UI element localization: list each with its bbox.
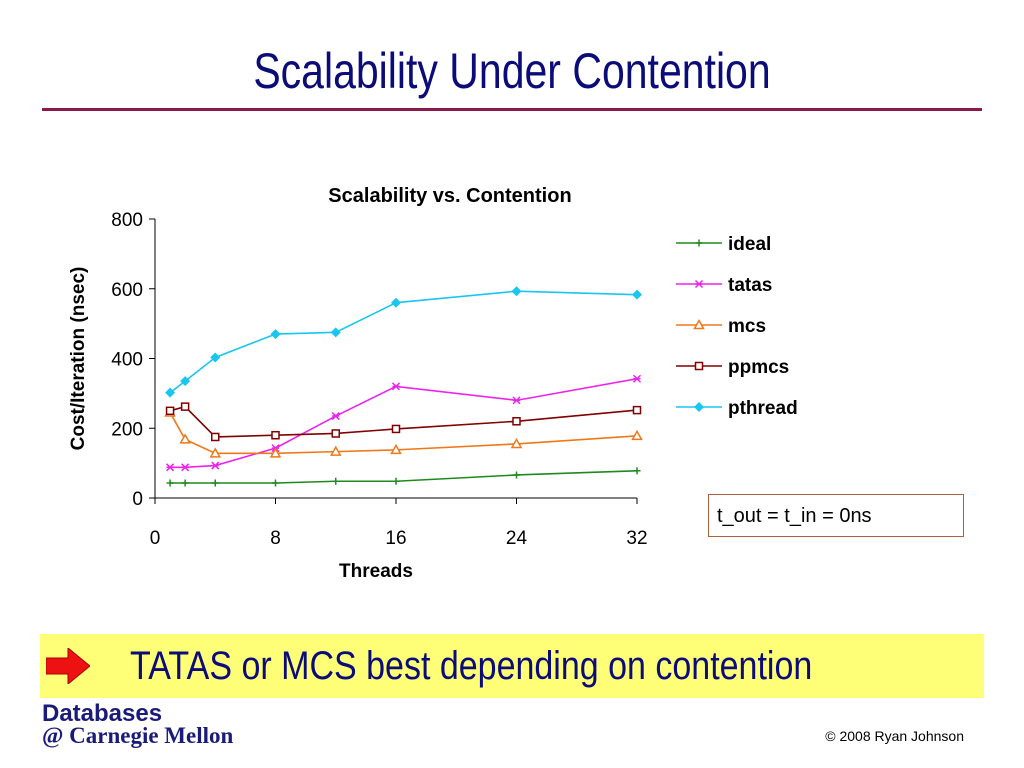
x-axis-title: Threads: [339, 561, 413, 582]
point-ppmcs: [632, 405, 642, 415]
y-tick-label: 600: [111, 280, 143, 301]
point-mcs: [510, 437, 523, 449]
x-tick-label: 32: [626, 528, 647, 549]
point-ideal: [633, 467, 641, 475]
point-tatas: [512, 396, 521, 405]
red-arrow-icon: [46, 648, 90, 684]
point-mcs: [390, 443, 402, 455]
y-tick-label: 800: [111, 210, 143, 231]
point-tatas: [181, 463, 190, 472]
series-line-ideal: [170, 469, 638, 484]
point-ppmcs: [165, 406, 175, 416]
point-pthread: [511, 286, 522, 297]
legend-label-mcs: mcs: [728, 316, 766, 337]
legend-marker-ideal: [695, 239, 703, 247]
takeaway-callout: TATAS or MCS best depending on contentio…: [40, 634, 984, 698]
point-tatas: [166, 463, 175, 472]
point-tatas: [632, 374, 642, 383]
legend-label-pthread: pthread: [728, 398, 798, 419]
point-ideal: [392, 477, 400, 485]
point-ideal: [181, 479, 189, 487]
point-mcs: [269, 447, 282, 458]
x-tick-label: 8: [270, 528, 281, 549]
y-tick-label: 0: [132, 489, 143, 510]
series-line-tatas: [170, 377, 638, 469]
legend-marker-tatas: [694, 279, 704, 289]
parameter-note-text: t_out = t_in = 0ns: [717, 505, 872, 527]
point-ppmcs: [391, 424, 401, 434]
point-ppmcs: [271, 430, 280, 440]
point-pthread: [165, 387, 176, 398]
point-ideal: [332, 477, 340, 485]
point-pthread: [632, 289, 642, 300]
y-tick-label: 200: [111, 419, 143, 440]
point-mcs: [329, 445, 342, 456]
point-ideal: [211, 479, 219, 487]
copyright: © 2008 Ryan Johnson: [825, 728, 964, 744]
legend-label-tatas: tatas: [728, 275, 772, 296]
point-tatas: [331, 412, 340, 421]
point-pthread: [180, 376, 191, 387]
point-ideal: [513, 471, 520, 479]
point-ppmcs: [512, 417, 521, 426]
series-line-mcs: [169, 412, 638, 455]
point-tatas: [391, 382, 401, 391]
point-ppmcs: [331, 429, 340, 438]
point-ppmcs: [211, 432, 220, 442]
y-tick-label: 400: [111, 350, 143, 371]
point-pthread: [391, 297, 401, 308]
parameter-note: t_out = t_in = 0ns: [708, 494, 964, 537]
x-tick-label: 24: [506, 528, 528, 549]
legend-label-ppmcs: ppmcs: [728, 357, 789, 378]
point-pthread: [330, 327, 341, 338]
point-ideal: [272, 479, 279, 487]
point-tatas: [211, 461, 220, 470]
logo-carnegie-mellon: @ Carnegie Mellon: [42, 723, 234, 748]
takeaway-text: TATAS or MCS best depending on contentio…: [130, 644, 813, 688]
point-mcs: [179, 433, 191, 444]
point-ideal: [166, 479, 174, 487]
legend-label-ideal: ideal: [728, 234, 771, 255]
point-pthread: [210, 352, 221, 363]
title-rule: [42, 108, 982, 111]
series-line-ppmcs: [169, 405, 638, 438]
x-tick-label: 16: [385, 528, 406, 549]
slide-title: Scalability Under Contention: [253, 43, 771, 99]
point-pthread: [270, 329, 281, 340]
legend-marker-pthread: [694, 402, 704, 412]
point-mcs: [631, 429, 643, 441]
point-mcs: [209, 447, 222, 458]
series-line-pthread: [169, 290, 638, 394]
chart-title: Scalability vs. Contention: [328, 185, 571, 207]
logo-databases: Databases: [42, 700, 163, 727]
point-ppmcs: [180, 402, 190, 411]
y-axis-title: Cost/Iteration (nsec): [68, 267, 89, 451]
legend-marker-mcs: [693, 318, 705, 330]
legend-marker-ppmcs: [694, 361, 704, 371]
x-tick-label: 0: [150, 528, 161, 549]
scalability-chart: Scalability vs. Contention 0 200 400 600 800 0…: [68, 185, 798, 582]
